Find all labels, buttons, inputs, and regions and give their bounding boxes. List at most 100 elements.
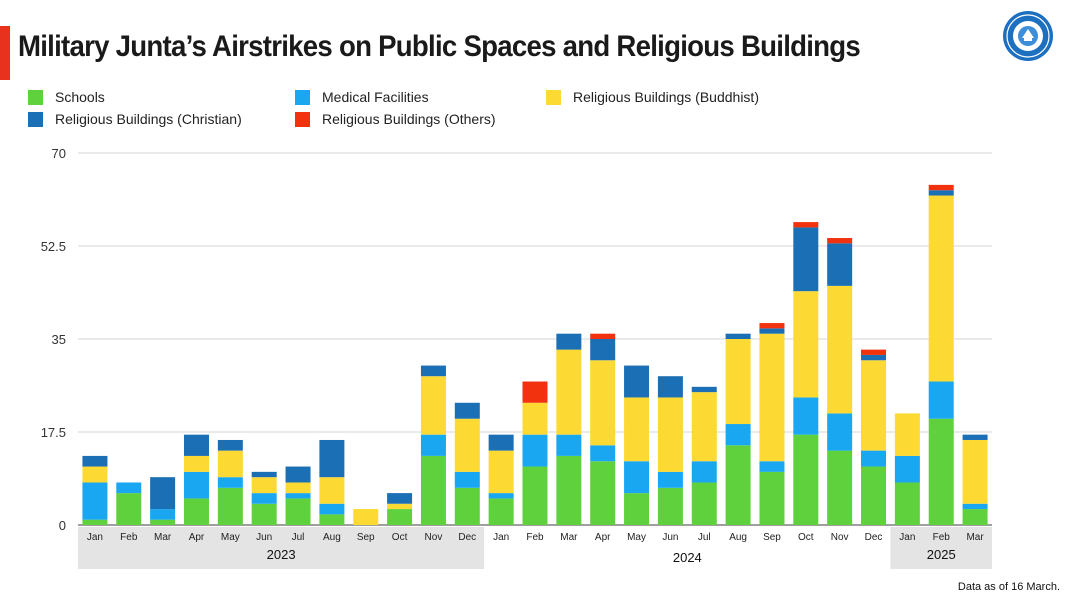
- bar-segment: [285, 498, 311, 525]
- x-tick-label: Jun: [256, 532, 272, 543]
- bar-segment: [420, 455, 446, 525]
- legend-swatch: [28, 111, 43, 127]
- ministry-seal-logo: [1002, 10, 1054, 62]
- bar-segment: [590, 333, 616, 339]
- bar-segment: [556, 434, 582, 456]
- y-tick-label: 17.5: [41, 425, 66, 440]
- x-tick-label: Aug: [323, 532, 341, 543]
- bar-segment: [420, 376, 446, 435]
- bar-segment: [894, 455, 920, 483]
- bar-segment: [793, 222, 819, 228]
- bar-segment: [725, 424, 751, 446]
- bar-segment: [827, 243, 853, 286]
- legend-swatch: [546, 89, 561, 105]
- bar-segment: [590, 339, 616, 361]
- bar-segment: [251, 493, 277, 504]
- year-band: [484, 547, 891, 569]
- legend-label: Religious Buildings (Others): [322, 111, 496, 127]
- bar-segment: [861, 466, 887, 525]
- bar-segment: [183, 498, 209, 525]
- chart-title: Military Junta’s Airstrikes on Public Sp…: [18, 30, 861, 63]
- bar-segment: [861, 349, 887, 355]
- x-tick-label: Nov: [831, 532, 849, 543]
- bar-segment: [454, 471, 480, 488]
- legend-item-medical-facilities: Medical Facilities: [295, 89, 429, 105]
- bar-segment: [827, 238, 853, 244]
- bar-segment: [691, 386, 717, 393]
- y-tick-label: 35: [52, 332, 66, 347]
- bar-segment: [522, 434, 548, 467]
- x-tick-label: Jul: [292, 532, 305, 543]
- x-tick-label: Mar: [966, 532, 984, 543]
- bar-segment: [590, 360, 616, 446]
- bar-segment: [759, 328, 785, 334]
- legend-label: Religious Buildings (Buddhist): [573, 89, 759, 105]
- bar-segment: [556, 333, 582, 350]
- bar-segment: [217, 439, 243, 451]
- bar-segment: [894, 482, 920, 525]
- bar-segment: [861, 450, 887, 467]
- legend-swatch: [295, 89, 310, 105]
- bar-segment: [488, 450, 514, 494]
- bar-segment: [894, 413, 920, 456]
- bar-segment: [420, 365, 446, 377]
- legend-swatch: [28, 89, 43, 105]
- x-tick-label: Jun: [662, 532, 678, 543]
- x-tick-label: Jul: [698, 532, 711, 543]
- bar-segment: [183, 434, 209, 456]
- bar-segment: [387, 503, 413, 510]
- bar-segment: [827, 285, 853, 414]
- bar-segment: [454, 487, 480, 525]
- bar-segment: [861, 354, 887, 361]
- bar-segment: [793, 227, 819, 292]
- legend-item-christian: Religious Buildings (Christian): [28, 111, 242, 127]
- bar-segment: [116, 482, 142, 494]
- bar-segment: [793, 291, 819, 398]
- legend-item-buddhist: Religious Buildings (Buddhist): [546, 89, 759, 105]
- x-tick-label: Jan: [899, 532, 915, 543]
- year-band: [78, 547, 485, 569]
- x-tick-label: Jan: [87, 532, 103, 543]
- bar-segment: [861, 360, 887, 451]
- bar-segment: [82, 519, 108, 525]
- bar-segment: [251, 477, 277, 494]
- bar-segment: [319, 503, 345, 515]
- bar-segment: [82, 482, 108, 520]
- bar-segment: [217, 450, 243, 478]
- bar-segment: [217, 487, 243, 525]
- x-tick-label: Oct: [798, 532, 814, 543]
- bar-segment: [319, 514, 345, 525]
- bar-segment: [759, 471, 785, 525]
- bar-segment: [928, 195, 954, 382]
- bar-segment: [624, 397, 650, 462]
- x-tick-label: Apr: [189, 532, 205, 543]
- bar-segment: [454, 418, 480, 472]
- bar-segment: [319, 439, 345, 478]
- bar-segment: [488, 434, 514, 451]
- legend-swatch: [295, 111, 310, 127]
- bar-segment: [285, 466, 311, 483]
- month-band: [78, 527, 485, 547]
- bar-segment: [759, 461, 785, 472]
- bar-segment: [590, 445, 616, 462]
- bar-segment: [183, 471, 209, 499]
- bar-segment: [962, 503, 988, 510]
- month-band: [890, 527, 992, 547]
- bar-segment: [759, 323, 785, 329]
- x-tick-label: Sep: [763, 532, 781, 543]
- bar-segment: [251, 471, 277, 478]
- bar-segment: [928, 184, 954, 191]
- bar-segment: [183, 455, 209, 472]
- bar-segment: [82, 466, 108, 483]
- bar-segment: [150, 477, 176, 510]
- bar-segment: [488, 498, 514, 525]
- bar-segment: [319, 477, 345, 504]
- bar-segment: [827, 413, 853, 451]
- x-tick-label: Jan: [493, 532, 509, 543]
- bar-segment: [725, 333, 751, 339]
- bar-segment: [624, 461, 650, 494]
- legend-label: Medical Facilities: [322, 89, 429, 105]
- bar-segment: [82, 455, 108, 467]
- year-band: [890, 547, 992, 569]
